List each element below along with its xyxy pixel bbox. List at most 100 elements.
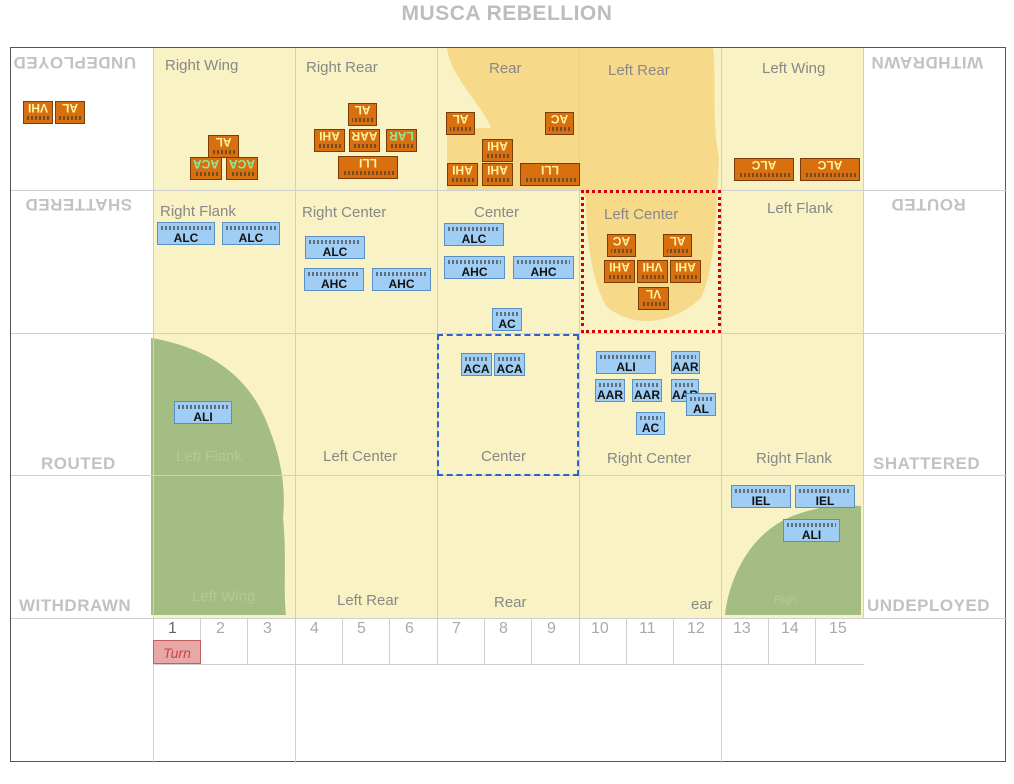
- label-bottom-right-flank: Right Flank: [756, 450, 832, 467]
- label-top-right-flank: Right Flank: [160, 203, 236, 220]
- red-unit[interactable]: LLI: [520, 163, 580, 186]
- top-right-flank-section[interactable]: [153, 190, 295, 333]
- red-unit[interactable]: AHI: [314, 129, 345, 152]
- battle-board: UNDEPLOYED WITHDRAWN SHATTERED ROUTED RO…: [10, 47, 1007, 763]
- label-bottom-right-center: Right Center: [607, 450, 692, 467]
- turn-13[interactable]: 13: [733, 620, 751, 637]
- blue-unit[interactable]: ALI: [783, 519, 840, 542]
- red-unit[interactable]: AHI: [482, 163, 513, 186]
- turn-2[interactable]: 2: [216, 620, 225, 637]
- red-unit[interactable]: AC: [545, 112, 574, 135]
- blue-unit[interactable]: AAR: [632, 379, 662, 402]
- red-unit[interactable]: AL: [208, 135, 239, 158]
- label-bottom-left-center: Left Center: [323, 448, 398, 465]
- blue-unit[interactable]: ACA: [461, 353, 492, 376]
- red-unit[interactable]: AHI: [604, 260, 635, 283]
- red-unit[interactable]: ALC: [800, 158, 860, 181]
- turn-5[interactable]: 5: [357, 620, 366, 637]
- blue-unit[interactable]: AC: [492, 308, 522, 331]
- label-top-left-center: Left Center: [604, 206, 679, 223]
- game-title: MUSCA REBELLION: [401, 2, 613, 25]
- label-bottom-center: Center: [481, 448, 527, 465]
- bottom-right-flank-section[interactable]: [721, 333, 863, 475]
- blue-unit[interactable]: ALI: [174, 401, 232, 424]
- turn-4[interactable]: 4: [310, 620, 319, 637]
- blue-unit[interactable]: AHC: [513, 256, 574, 279]
- red-unit[interactable]: LAR: [386, 129, 417, 152]
- red-unit[interactable]: AHI: [670, 260, 701, 283]
- blue-unit[interactable]: ALI: [596, 351, 656, 374]
- label-bottom-rear: Rear: [494, 594, 527, 611]
- selected-red-section: [581, 190, 721, 333]
- blue-unit[interactable]: AC: [636, 412, 665, 435]
- label-top-right-wing: Right Wing: [165, 57, 239, 74]
- label-bottom-left-wing: Left Wing: [192, 588, 256, 605]
- red-unit[interactable]: AC: [607, 234, 636, 257]
- blue-unit[interactable]: AAR: [671, 351, 700, 374]
- turn-12[interactable]: 12: [687, 620, 705, 637]
- turn-11[interactable]: 11: [639, 620, 656, 637]
- turn-1[interactable]: 1: [168, 620, 177, 637]
- blue-unit[interactable]: AHC: [444, 256, 505, 279]
- blue-unit[interactable]: ACA: [494, 353, 525, 376]
- label-bottom-right-rear-partial: ear: [691, 596, 713, 613]
- selected-blue-section: [437, 334, 579, 476]
- red-unit[interactable]: ACA: [226, 157, 258, 180]
- bottom-undeployed-label: UNDEPLOYED: [867, 596, 991, 615]
- label-bottom-right-wing-partial: Righ: [774, 594, 797, 606]
- blue-unit[interactable]: AL: [686, 393, 716, 416]
- top-undeployed-label: UNDEPLOYED: [13, 53, 137, 72]
- top-withdrawn-label: WITHDRAWN: [871, 53, 984, 72]
- top-right-wing-section[interactable]: [153, 48, 295, 190]
- red-unit[interactable]: ACA: [190, 157, 222, 180]
- blue-unit[interactable]: IEL: [731, 485, 791, 508]
- bottom-rear-section[interactable]: [437, 475, 579, 618]
- turn-6[interactable]: 6: [405, 620, 414, 637]
- label-bottom-left-flank: Left Flank: [176, 448, 242, 465]
- turn-9[interactable]: 9: [547, 620, 556, 637]
- turn-14[interactable]: 14: [781, 620, 799, 637]
- top-left-flank-section[interactable]: [721, 190, 863, 333]
- label-top-left-flank: Left Flank: [767, 200, 833, 217]
- label-top-right-rear: Right Rear: [306, 59, 378, 76]
- label-top-rear: Rear: [489, 60, 522, 77]
- red-unit[interactable]: AHI: [482, 139, 513, 162]
- red-unit[interactable]: LLI: [338, 156, 398, 179]
- bottom-right-rear-section[interactable]: [579, 475, 721, 618]
- red-unit[interactable]: VHI: [23, 101, 53, 124]
- blue-unit[interactable]: AAR: [595, 379, 625, 402]
- blue-unit[interactable]: AHC: [372, 268, 431, 291]
- turn-marker[interactable]: Turn: [153, 640, 201, 664]
- red-unit[interactable]: AL: [446, 112, 475, 135]
- red-unit[interactable]: VL: [638, 287, 669, 310]
- label-bottom-left-rear: Left Rear: [337, 592, 399, 609]
- bottom-left-center-section[interactable]: [295, 333, 437, 475]
- label-top-left-wing: Left Wing: [762, 60, 826, 77]
- bottom-shattered-label: SHATTERED: [873, 454, 981, 473]
- label-top-left-rear: Left Rear: [608, 62, 670, 79]
- red-unit[interactable]: AHI: [447, 163, 478, 186]
- turn-10[interactable]: 10: [591, 620, 609, 637]
- turn-8[interactable]: 8: [499, 620, 508, 637]
- blue-unit[interactable]: ALC: [444, 223, 504, 246]
- red-unit[interactable]: AL: [55, 101, 85, 124]
- top-shattered-label: SHATTERED: [25, 195, 133, 214]
- label-top-right-center: Right Center: [302, 204, 387, 221]
- turn-15[interactable]: 15: [829, 620, 847, 637]
- top-right-center-section[interactable]: [295, 190, 437, 333]
- blue-unit[interactable]: AHC: [304, 268, 364, 291]
- red-unit[interactable]: AL: [348, 103, 377, 126]
- blue-unit[interactable]: ALC: [222, 222, 280, 245]
- bottom-withdrawn-label: WITHDRAWN: [19, 596, 132, 615]
- turn-7[interactable]: 7: [452, 620, 461, 637]
- red-unit[interactable]: AAR: [349, 129, 380, 152]
- bottom-left-rear-section[interactable]: [295, 475, 437, 618]
- blue-unit[interactable]: IEL: [795, 485, 855, 508]
- blue-unit[interactable]: ALC: [157, 222, 215, 245]
- red-unit[interactable]: ALC: [734, 158, 794, 181]
- blue-unit[interactable]: ALC: [305, 236, 365, 259]
- turn-3[interactable]: 3: [263, 620, 272, 637]
- red-unit[interactable]: VHI: [637, 260, 668, 283]
- top-routed-label: ROUTED: [891, 195, 966, 214]
- red-unit[interactable]: AL: [663, 234, 692, 257]
